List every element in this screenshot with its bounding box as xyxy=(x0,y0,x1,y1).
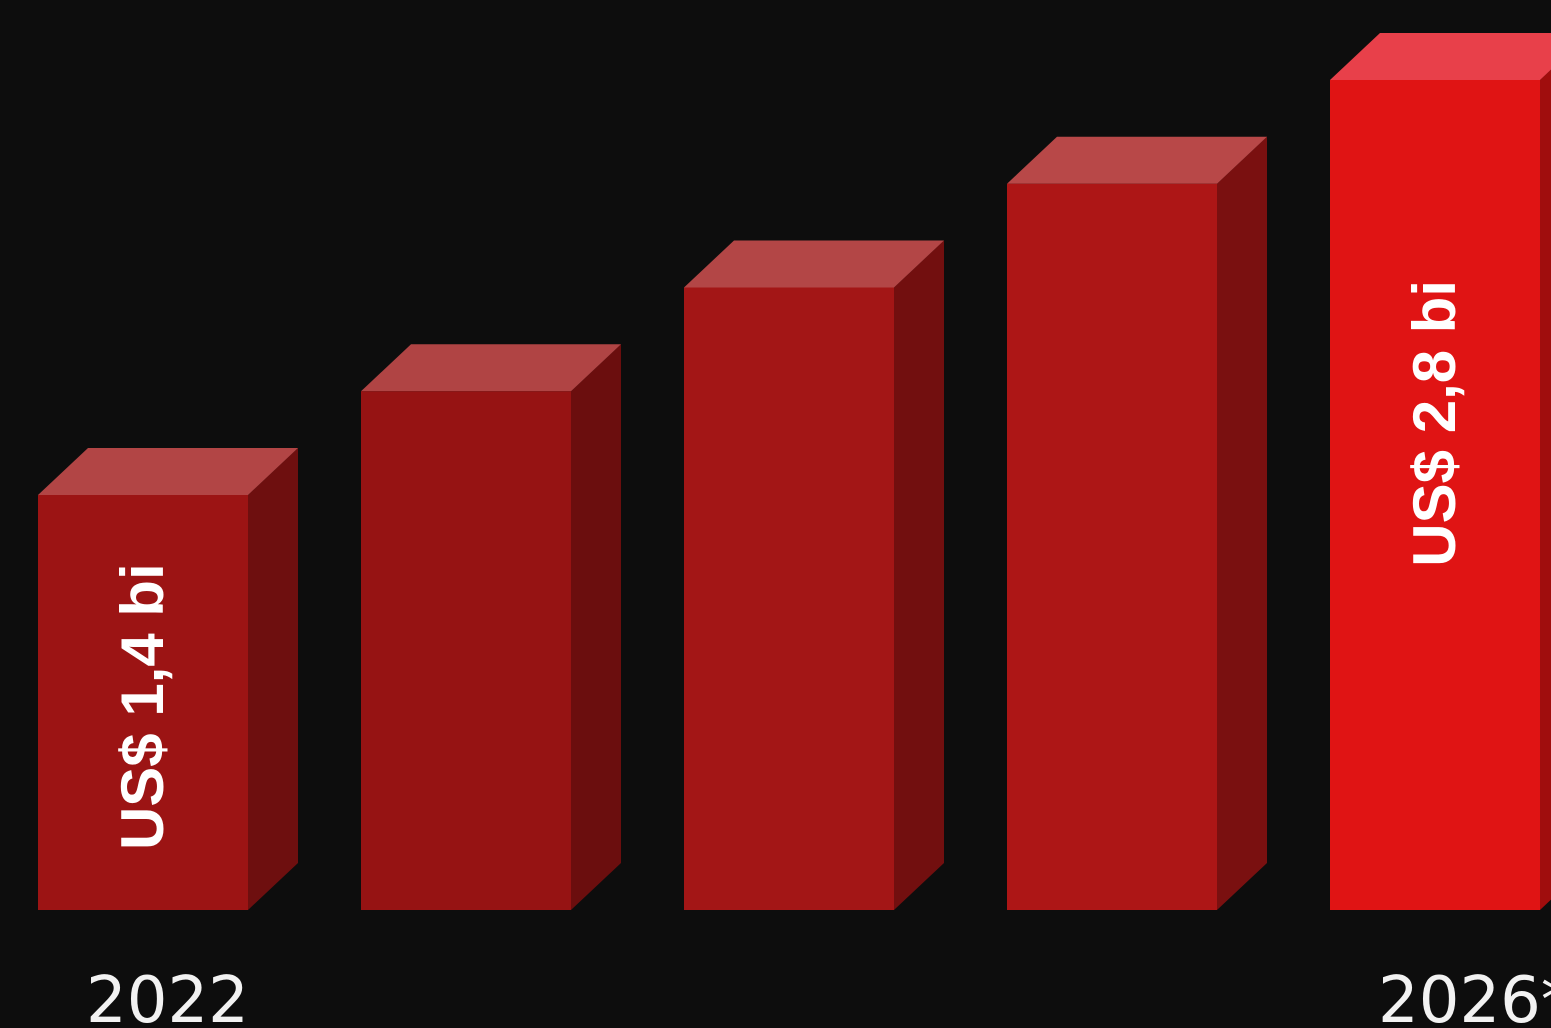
category-label: 2026** xyxy=(1378,964,1551,1028)
bar-4 xyxy=(1007,136,1267,910)
category-label: 2022 xyxy=(86,964,249,1028)
bar-side-face xyxy=(1540,69,1551,910)
bar-top-face xyxy=(38,448,298,495)
bar-front-face xyxy=(1330,80,1540,910)
bar-value-label: US$ 1,4 bi xyxy=(109,563,176,850)
bar-2 xyxy=(361,344,621,910)
bar-1: US$ 1,4 bi xyxy=(38,448,298,910)
bar-top-face xyxy=(361,344,621,392)
labels-group: 2022 2026** xyxy=(86,964,1551,1028)
bar-side-face xyxy=(1217,136,1267,910)
bar-side-face xyxy=(248,448,298,910)
bar-top-face xyxy=(1007,136,1267,184)
bar-front-face xyxy=(1007,183,1217,910)
bar-5: US$ 2,8 bi xyxy=(1330,33,1551,910)
bar-front-face xyxy=(684,287,894,910)
bar-front-face xyxy=(361,391,571,910)
bar-top-face xyxy=(1330,33,1551,80)
bar-top-face xyxy=(684,240,944,288)
bar-3 xyxy=(684,240,944,910)
bar-front-face xyxy=(38,495,248,910)
bar-side-face xyxy=(571,344,621,910)
bars-group: US$ 1,4 bi US$ 2,8 bi xyxy=(38,33,1551,910)
bar-value-label: US$ 2,8 bi xyxy=(1401,280,1468,567)
bar-side-face xyxy=(894,240,944,910)
